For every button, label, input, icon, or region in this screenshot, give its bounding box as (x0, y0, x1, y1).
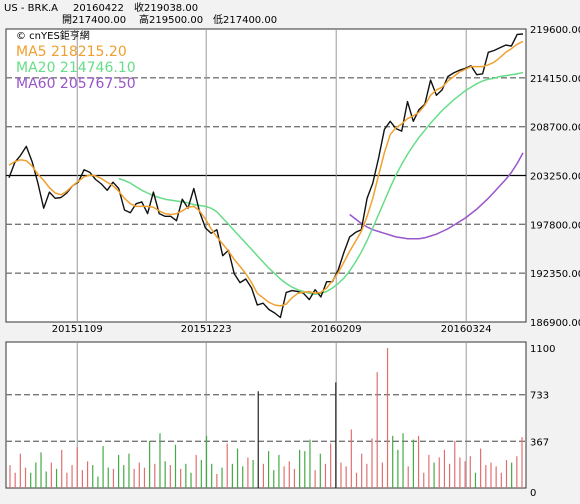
legend-ma60: MA60 205767.50 (16, 76, 136, 92)
volume-bars (9, 348, 523, 488)
header-symbol: US - BRK.A (4, 3, 58, 14)
series-line-price (8, 33, 524, 319)
price-lines (8, 33, 524, 319)
axis-labels: 219600.00 214150.00 208700.00 203250.00 1978… (52, 25, 580, 499)
header-date: 20160422 (73, 3, 124, 14)
x-tick-label: 20151223 (181, 324, 232, 335)
price-y-tick-label: 208700.00 (530, 123, 580, 134)
price-y-tick-label: 203250.00 (530, 172, 580, 183)
header-close: 收219038.00 (134, 1, 198, 14)
header-high: 高219500.00 (139, 13, 203, 26)
price-y-tick-label: 219600.00 (530, 25, 580, 36)
series-line-ma5 (8, 40, 524, 307)
header-low: 低217400.00 (213, 13, 277, 26)
x-tick-label: 20160324 (441, 324, 492, 335)
volume-y-tick-label: 733 (530, 391, 549, 402)
volume-y-tick-label: 0 (530, 488, 536, 499)
price-y-tick-label: 186900.00 (530, 318, 580, 329)
series-line-ma60 (349, 152, 524, 240)
volume-y-tick-label: 367 (530, 437, 549, 448)
legend-ma5: MA5 218215.20 (16, 44, 127, 60)
x-tick-label: 20160209 (311, 324, 362, 335)
price-y-tick-label: 197800.00 (530, 220, 580, 231)
price-y-tick-label: 192350.00 (530, 269, 580, 280)
price-y-tick-label: 214150.00 (530, 74, 580, 85)
legend-ma20: MA20 214746.10 (16, 60, 136, 76)
header-open: 開217400.00 (62, 14, 126, 26)
watermark-text: © cnYES鉅亨網 (16, 29, 90, 42)
volume-panel-background (5, 341, 527, 489)
x-tick-label: 20151109 (52, 324, 103, 335)
volume-y-tick-label: 1100 (530, 344, 555, 355)
series-line-ma20 (118, 71, 524, 295)
